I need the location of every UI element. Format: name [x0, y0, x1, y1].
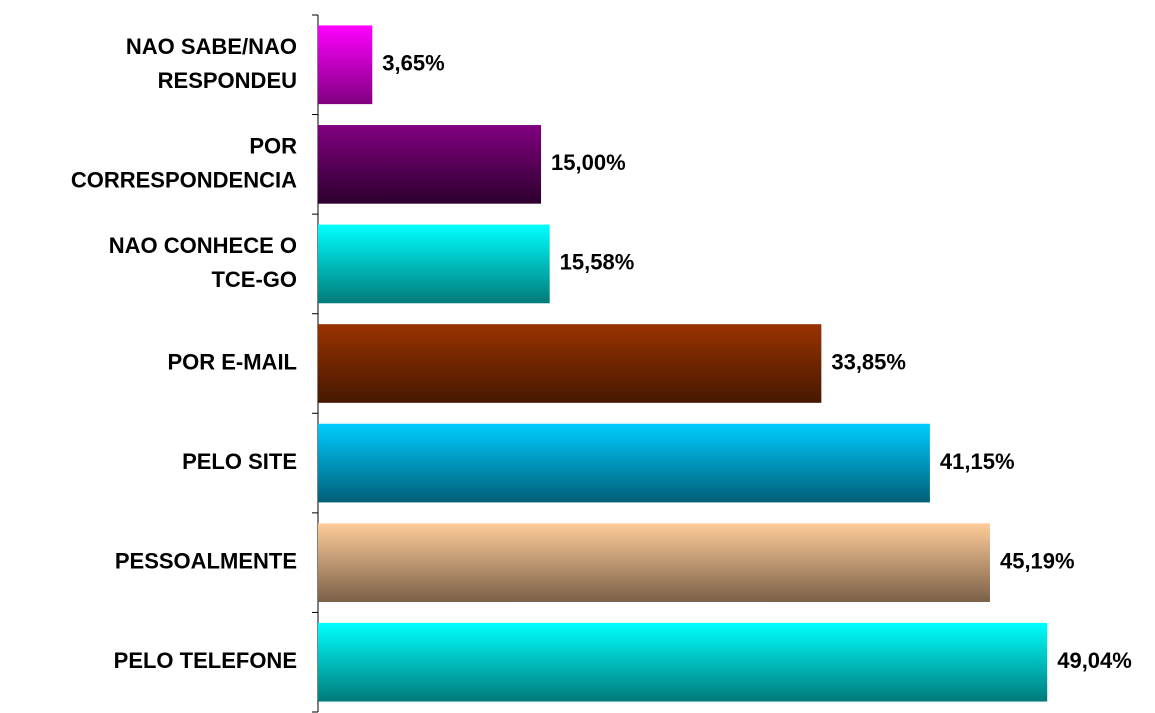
category-label: PELO TELEFONE — [114, 648, 297, 673]
category-label: PELO SITE — [182, 449, 297, 474]
value-label: 49,04% — [1057, 648, 1132, 673]
category-label: POR E-MAIL — [167, 349, 297, 374]
bar — [318, 224, 550, 304]
bar — [318, 25, 373, 105]
bar — [318, 423, 930, 503]
bar — [318, 622, 1048, 702]
category-label: NAO CONHECE O TCE-GO — [109, 233, 297, 292]
category-label: NAO SABE/NAO RESPONDEU — [126, 34, 297, 93]
value-label: 33,85% — [831, 349, 906, 374]
category-label: POR CORRESPONDENCIA — [71, 133, 297, 192]
value-label: 3,65% — [382, 51, 444, 76]
bar — [318, 125, 542, 204]
value-label: 15,58% — [560, 250, 635, 275]
value-label: 41,15% — [940, 449, 1015, 474]
value-label: 15,00% — [551, 150, 626, 175]
bar — [318, 523, 990, 602]
bar — [318, 324, 822, 403]
category-label: PESSOALMENTE — [115, 548, 297, 573]
value-label: 45,19% — [1000, 548, 1075, 573]
